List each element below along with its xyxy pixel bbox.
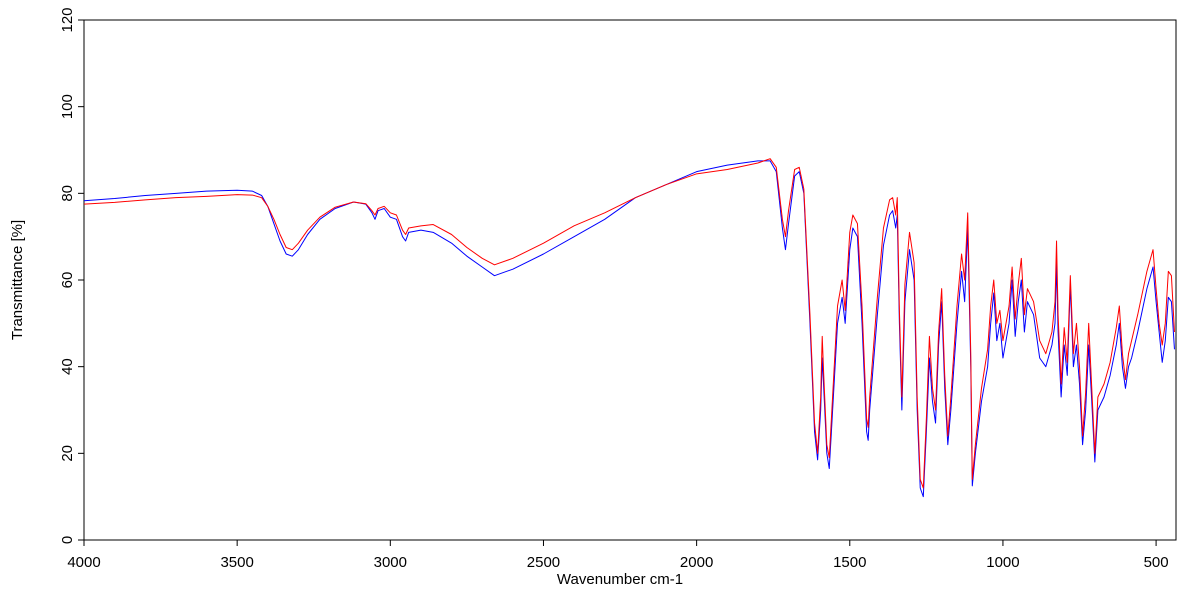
y-tick-label: 60 [59,272,76,289]
y-tick-label: 80 [59,185,76,202]
x-tick-label: 3500 [220,554,253,571]
spectrum-line [83,160,1175,498]
y-tick-label: 100 [59,94,76,119]
x-tick-label: 2500 [527,554,560,571]
x-tick-label: 1500 [833,554,866,571]
x-tick-label: 500 [1144,554,1169,571]
x-tick-label: 3000 [374,554,407,571]
y-tick-label: 40 [59,358,76,375]
y-axis-label: Transmittance [%] [9,220,26,340]
y-tick-label: 0 [59,536,76,544]
x-tick-label: 4000 [67,554,100,571]
x-tick-label: 1000 [986,554,1019,571]
y-tick-label: 20 [59,445,76,462]
spectrum-line [83,158,1175,489]
x-tick-label: 2000 [680,554,713,571]
x-axis-label: Wavenumber cm-1 [557,571,683,588]
y-tick-label: 120 [59,7,76,32]
